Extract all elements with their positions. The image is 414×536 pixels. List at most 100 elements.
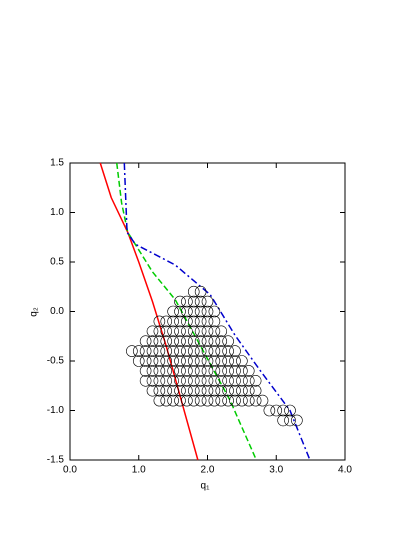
data-point: [167, 305, 179, 318]
data-point: [146, 345, 159, 357]
data-point: [236, 384, 248, 397]
data-point: [215, 365, 228, 377]
x-tick-label: 2.0: [201, 465, 215, 476]
plot-frame: [69, 162, 346, 461]
data-point: [146, 355, 159, 367]
data-point: [208, 325, 221, 338]
data-point: [187, 365, 200, 377]
data-point: [215, 335, 228, 348]
data-point: [194, 315, 207, 328]
data-point: [160, 394, 173, 407]
data-point: [174, 345, 186, 357]
data-point: [229, 365, 241, 377]
data-point: [194, 305, 207, 318]
data-point: [291, 414, 303, 427]
data-point: [167, 394, 179, 407]
data-point: [181, 345, 193, 357]
data-point: [132, 345, 145, 357]
data-point: [146, 325, 159, 338]
data-point: [270, 404, 283, 417]
curve: [99, 162, 199, 461]
data-point: [174, 295, 186, 308]
data-point: [208, 305, 221, 318]
data-point: [167, 345, 179, 357]
data-point: [215, 345, 228, 357]
data-point: [167, 384, 179, 397]
data-point: [153, 384, 166, 397]
data-point: [222, 384, 234, 397]
y-tick-label: 1.0: [50, 207, 64, 218]
data-point: [187, 285, 200, 298]
data-point: [208, 394, 221, 407]
data-point: [187, 315, 200, 328]
data-point: [242, 374, 255, 387]
data-point: [215, 394, 228, 407]
data-point: [249, 394, 262, 407]
data-point: [201, 315, 214, 328]
y-tick-label: 0.0: [50, 306, 64, 317]
data-point: [277, 414, 289, 427]
data-point: [139, 345, 152, 357]
data-point: [194, 345, 207, 357]
data-point: [160, 335, 173, 348]
data-point: [208, 374, 221, 387]
data-point: [181, 355, 193, 367]
data-point: [146, 374, 159, 387]
data-point: [229, 374, 241, 387]
data-point: [222, 345, 234, 357]
data-point: [181, 295, 193, 308]
y-tick-label: -1.5: [47, 455, 65, 466]
data-point: [153, 345, 166, 357]
data-point: [146, 384, 159, 397]
data-point: [222, 394, 234, 407]
data-point: [174, 374, 186, 387]
data-point: [201, 345, 214, 357]
data-point: [242, 384, 255, 397]
y-tick-label: -0.5: [47, 356, 65, 367]
data-point: [181, 374, 193, 387]
data-point: [208, 345, 221, 357]
data-point: [201, 355, 214, 367]
data-point: [174, 315, 186, 328]
y-axis-label: q₂: [29, 307, 40, 317]
data-point: [153, 335, 166, 348]
data-point: [160, 374, 173, 387]
data-point: [187, 335, 200, 348]
data-point: [153, 374, 166, 387]
data-point: [194, 384, 207, 397]
data-point: [284, 404, 296, 417]
data-point: [201, 384, 214, 397]
data-point: [201, 305, 214, 318]
data-point: [167, 315, 179, 328]
data-point: [181, 315, 193, 328]
data-point: [181, 335, 193, 348]
data-point: [153, 325, 166, 338]
data-point: [194, 285, 207, 298]
data-point: [187, 374, 200, 387]
data-point: [236, 365, 248, 377]
data-point: [263, 404, 276, 417]
data-point: [181, 365, 193, 377]
data-point: [236, 394, 248, 407]
data-point: [160, 315, 173, 328]
data-point: [174, 384, 186, 397]
data-point: [229, 355, 241, 367]
data-point: [153, 355, 166, 367]
x-tick-label: 0.0: [63, 465, 77, 476]
data-point: [277, 404, 289, 417]
data-point: [160, 325, 173, 338]
data-point: [201, 325, 214, 338]
data-point: [181, 325, 193, 338]
data-point: [208, 384, 221, 397]
data-point: [187, 394, 200, 407]
data-point: [236, 374, 248, 387]
data-point: [174, 335, 186, 348]
data-point: [194, 335, 207, 348]
data-point: [167, 374, 179, 387]
data-point: [194, 374, 207, 387]
x-tick-label: 3.0: [269, 465, 283, 476]
data-point: [153, 394, 166, 407]
curve: [123, 162, 311, 461]
data-point: [174, 365, 186, 377]
